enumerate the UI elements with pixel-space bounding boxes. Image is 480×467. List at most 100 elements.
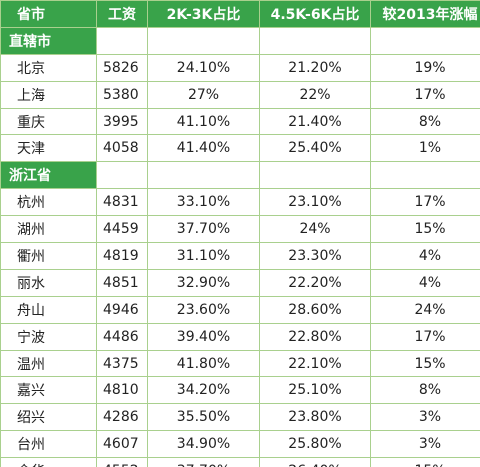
share-4-5k-6k-cell: 21.20% xyxy=(259,53,371,82)
growth-cell: 17% xyxy=(370,322,480,351)
city-cell: 绍兴 xyxy=(0,403,97,432)
share-2k-3k-cell: 37.70% xyxy=(147,457,260,467)
salary-cell: 4946 xyxy=(96,295,148,324)
share-2k-3k-cell: 23.60% xyxy=(147,295,260,324)
table-body: 直辖市 北京 5826 24.10% 21.20% 19% 上海 5380 27% 22% 17% 重… xyxy=(0,26,480,467)
empty-cell xyxy=(96,26,148,55)
table-row: 衢州 4819 31.10% 23.30% 4% xyxy=(0,242,480,270)
table-row: 宁波 4486 39.40% 22.80% 17% xyxy=(0,322,480,351)
salary-cell: 4607 xyxy=(96,430,148,459)
salary-cell: 4819 xyxy=(96,242,148,270)
share-2k-3k-cell: 39.40% xyxy=(147,322,260,351)
share-2k-3k-cell: 37.70% xyxy=(147,215,260,244)
salary-cell: 4552 xyxy=(96,457,148,467)
group-name: 浙江省 xyxy=(0,161,97,190)
share-2k-3k-cell: 35.50% xyxy=(147,403,260,432)
table-row: 上海 5380 27% 22% 17% xyxy=(0,80,480,109)
city-cell: 金华 xyxy=(0,457,97,467)
empty-cell xyxy=(259,26,371,55)
growth-cell: 3% xyxy=(370,430,480,459)
empty-cell xyxy=(370,26,480,55)
share-4-5k-6k-cell: 23.30% xyxy=(259,242,371,270)
share-4-5k-6k-cell: 28.60% xyxy=(259,295,371,324)
growth-cell: 8% xyxy=(370,107,480,136)
share-2k-3k-cell: 32.90% xyxy=(147,268,260,297)
header-province: 省市 xyxy=(0,0,97,28)
share-2k-3k-cell: 33.10% xyxy=(147,188,260,217)
share-4-5k-6k-cell: 21.40% xyxy=(259,107,371,136)
salary-cell: 4486 xyxy=(96,322,148,351)
table-row: 绍兴 4286 35.50% 23.80% 3% xyxy=(0,403,480,432)
city-cell: 天津 xyxy=(0,134,97,163)
city-cell: 湖州 xyxy=(0,215,97,244)
growth-cell: 4% xyxy=(370,268,480,297)
share-4-5k-6k-cell: 22% xyxy=(259,80,371,109)
salary-cell: 4831 xyxy=(96,188,148,217)
share-2k-3k-cell: 41.80% xyxy=(147,349,260,378)
table-row: 丽水 4851 32.90% 22.20% 4% xyxy=(0,268,480,297)
growth-cell: 15% xyxy=(370,349,480,378)
table-row: 金华455237.70%26.40%15% xyxy=(0,457,480,467)
salary-cell: 4810 xyxy=(96,376,148,405)
share-4-5k-6k-cell: 22.80% xyxy=(259,322,371,351)
share-2k-3k-cell: 24.10% xyxy=(147,53,260,82)
table-row: 杭州 4831 33.10% 23.10% 17% xyxy=(0,188,480,217)
growth-cell: 3% xyxy=(370,403,480,432)
city-cell: 重庆 xyxy=(0,107,97,136)
salary-cell: 4058 xyxy=(96,134,148,163)
share-4-5k-6k-cell: 23.80% xyxy=(259,403,371,432)
empty-cell xyxy=(147,26,260,55)
group-row: 浙江省 xyxy=(0,161,480,190)
share-2k-3k-cell: 41.10% xyxy=(147,107,260,136)
share-2k-3k-cell: 34.20% xyxy=(147,376,260,405)
share-4-5k-6k-cell: 22.10% xyxy=(259,349,371,378)
salary-cell: 4851 xyxy=(96,268,148,297)
header-growth-vs-2013: 较2013年涨幅 xyxy=(370,0,480,28)
table-row: 嘉兴 4810 34.20% 25.10% 8% xyxy=(0,376,480,405)
table-row: 舟山 4946 23.60% 28.60% 24% xyxy=(0,295,480,324)
share-4-5k-6k-cell: 25.10% xyxy=(259,376,371,405)
share-2k-3k-cell: 27% xyxy=(147,80,260,109)
growth-cell: 19% xyxy=(370,53,480,82)
table-row: 湖州 4459 37.70% 24% 15% xyxy=(0,215,480,244)
table-row: 台州 4607 34.90% 25.80% 3% xyxy=(0,430,480,459)
salary-cell: 3995 xyxy=(96,107,148,136)
city-cell: 台州 xyxy=(0,430,97,459)
growth-cell: 17% xyxy=(370,188,480,217)
growth-cell: 1% xyxy=(370,134,480,163)
salary-cell: 4375 xyxy=(96,349,148,378)
city-cell: 嘉兴 xyxy=(0,376,97,405)
city-cell: 上海 xyxy=(0,80,97,109)
salary-cell: 5380 xyxy=(96,80,148,109)
growth-cell: 24% xyxy=(370,295,480,324)
header-2k-3k-share: 2K-3K占比 xyxy=(147,0,260,28)
salary-cell: 4286 xyxy=(96,403,148,432)
city-cell: 杭州 xyxy=(0,188,97,217)
salary-cell: 4459 xyxy=(96,215,148,244)
share-4-5k-6k-cell: 26.40% xyxy=(259,457,371,467)
city-cell: 丽水 xyxy=(0,268,97,297)
salary-cell: 5826 xyxy=(96,53,148,82)
header-row: 省市 工资 2K-3K占比 4.5K-6K占比 较2013年涨幅 xyxy=(0,0,480,28)
table-row: 天津 4058 41.40% 25.40% 1% xyxy=(0,134,480,163)
share-4-5k-6k-cell: 23.10% xyxy=(259,188,371,217)
empty-cell xyxy=(96,161,148,190)
group-name: 直辖市 xyxy=(0,26,97,55)
table-row: 重庆 3995 41.10% 21.40% 8% xyxy=(0,107,480,136)
share-4-5k-6k-cell: 22.20% xyxy=(259,268,371,297)
empty-cell xyxy=(147,161,260,190)
table-row: 北京 5826 24.10% 21.20% 19% xyxy=(0,53,480,82)
growth-cell: 4% xyxy=(370,242,480,270)
header-salary: 工资 xyxy=(96,0,148,28)
table-row: 温州 4375 41.80% 22.10% 15% xyxy=(0,349,480,378)
growth-cell: 15% xyxy=(370,457,480,467)
empty-cell xyxy=(370,161,480,190)
share-2k-3k-cell: 41.40% xyxy=(147,134,260,163)
share-4-5k-6k-cell: 25.40% xyxy=(259,134,371,163)
empty-cell xyxy=(259,161,371,190)
city-cell: 温州 xyxy=(0,349,97,378)
group-row: 直辖市 xyxy=(0,26,480,55)
city-cell: 衢州 xyxy=(0,242,97,270)
